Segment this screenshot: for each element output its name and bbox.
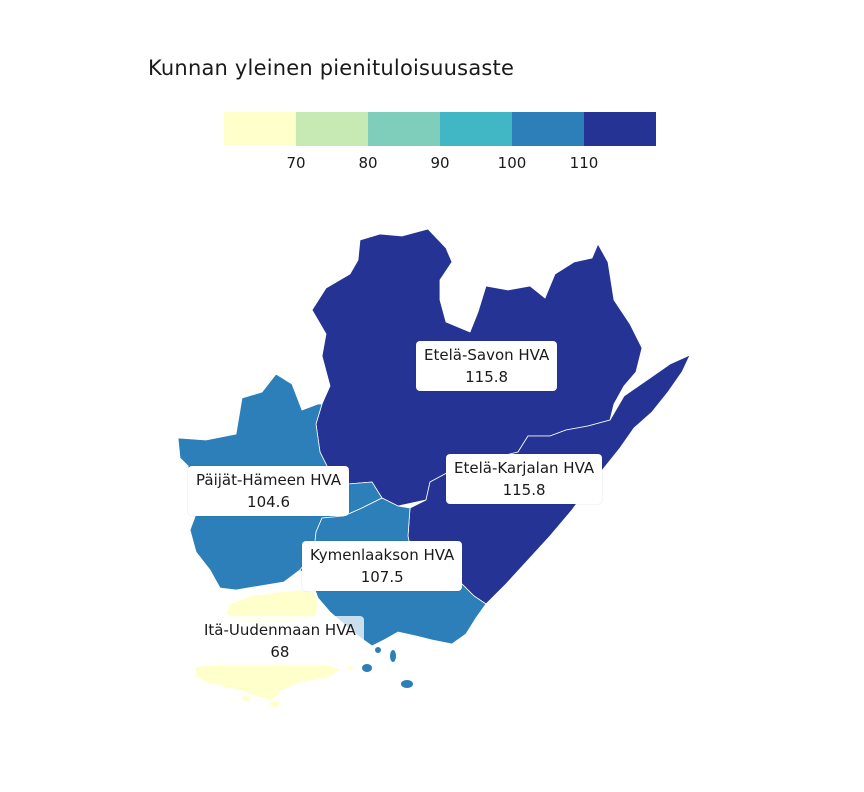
region-name: Etelä-Savon HVA [424,346,550,364]
legend-swatch-5 [512,112,584,146]
region-label-ita-uusimaa: Itä-Uudenmaan HVA 68 [196,616,364,666]
region-name: Päijät-Hämeen HVA [196,471,342,489]
region-label-kymenlaakso: Kymenlaakson HVA 107.5 [302,541,463,591]
legend-swatch-2 [296,112,368,146]
region-label-etela-savo: Etelä-Savon HVA 115.8 [416,341,558,391]
region-name: Etelä-Karjalan HVA [454,459,595,477]
region-value: 107.5 [360,568,404,586]
region-label-paijat-hame: Päijät-Hämeen HVA 104.6 [188,466,350,516]
legend-swatch-3 [368,112,440,146]
map-title: Kunnan yleinen pienituloisuusaste [148,56,515,80]
color-legend [224,112,656,146]
island [242,695,250,701]
region-label-etela-karjala: Etelä-Karjalan HVA 115.8 [446,454,603,504]
island [375,647,381,653]
island [401,680,413,688]
island [362,664,372,672]
legend-swatch-6 [584,112,656,146]
region-value: 68 [270,643,290,661]
legend-tick-110: 110 [569,154,599,172]
legend-swatch-1 [224,112,296,146]
legend-tick-80: 80 [358,154,378,172]
region-ita-uusimaa-coast [196,662,340,700]
island [270,701,280,707]
legend-tick-100: 100 [497,154,527,172]
region-value: 115.8 [465,368,509,386]
region-name: Itä-Uudenmaan HVA [204,621,356,639]
legend-tick-70: 70 [286,154,306,172]
region-value: 104.6 [247,493,290,511]
island [347,666,353,670]
region-value: 115.8 [502,481,546,499]
region-name: Kymenlaakson HVA [310,546,455,564]
island [390,650,396,662]
legend-tick-90: 90 [430,154,450,172]
legend-swatch-4 [440,112,512,146]
